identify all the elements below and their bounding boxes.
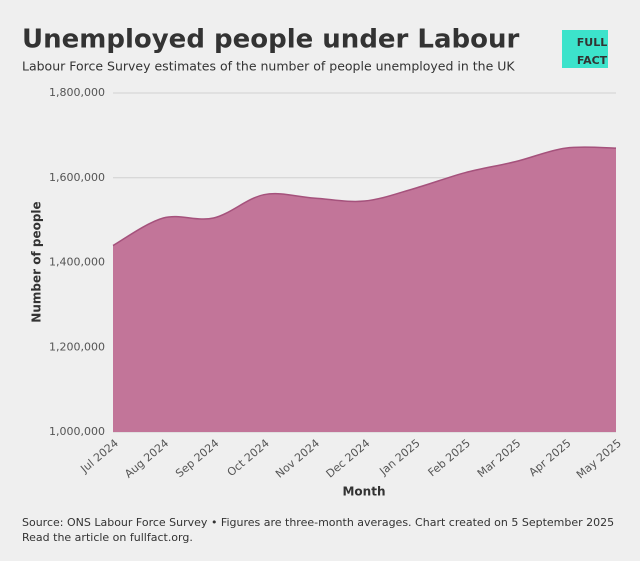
- chart-subtitle: Labour Force Survey estimates of the num…: [22, 59, 515, 74]
- area: [113, 147, 616, 432]
- x-axis-label: Month: [342, 485, 385, 499]
- y-tick-label: 1,000,000: [49, 425, 105, 438]
- y-tick-label: 1,400,000: [49, 256, 105, 269]
- y-axis-label: Number of people: [30, 201, 44, 322]
- y-tick-label: 1,200,000: [49, 340, 105, 353]
- source-note: Source: ONS Labour Force Survey • Figure…: [22, 516, 614, 529]
- y-tick-label: 1,600,000: [49, 171, 105, 184]
- logo-box: [562, 30, 608, 68]
- line: [112, 146, 617, 247]
- logo-text: FACT: [577, 54, 608, 67]
- source-note: Read the article on fullfact.org.: [22, 531, 193, 544]
- logo-text: FULL: [577, 36, 607, 49]
- chart-title: Unemployed people under Labour: [22, 25, 520, 55]
- y-tick-label: 1,800,000: [49, 86, 105, 99]
